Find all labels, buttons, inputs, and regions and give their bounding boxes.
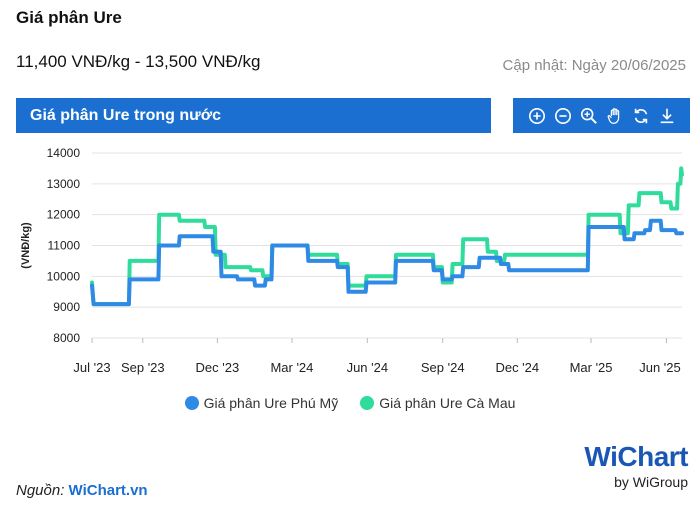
zoom-in-icon[interactable] (526, 103, 548, 129)
magnifier-icon[interactable] (578, 103, 600, 129)
x-tick-label: Sep '23 (121, 360, 165, 375)
x-tick-label: Jun '24 (347, 360, 389, 375)
x-tick-label: Dec '24 (495, 360, 539, 375)
series-line-ca-mau[interactable] (90, 166, 684, 307)
price-line-chart: 8000 9000 10000 11000 12000 13000 14000 Jul '2… (20, 146, 684, 375)
legend-item-phu-my[interactable]: Giá phân Ure Phú Mỹ (184, 395, 339, 411)
chart-panel-title: Giá phân Ure trong nước (16, 98, 491, 133)
legend-marker-ca-mau (360, 396, 375, 410)
legend-item-ca-mau[interactable]: Giá phân Ure Cà Mau (360, 395, 515, 411)
page-title: Giá phân Ure (16, 8, 122, 27)
x-tick-label: Mar '25 (570, 360, 613, 375)
chart-toolbar (513, 98, 690, 133)
series-line-phu-my[interactable] (90, 218, 684, 307)
chart-legend: Giá phân Ure Phú Mỹ Giá phân Ure Cà Mau (0, 395, 700, 411)
brand-subtitle: by WiGroup (614, 474, 688, 490)
y-axis-label: (VNĐ/kg) (20, 222, 32, 269)
chart-grid (92, 152, 682, 339)
y-tick-label: 12000 (47, 208, 81, 222)
legend-marker-phu-my (184, 396, 199, 410)
x-tick-label: Sep '24 (421, 360, 465, 375)
x-tick-label: Dec '23 (196, 360, 240, 375)
y-tick-label: 9000 (53, 300, 80, 314)
y-tick-label: 13000 (47, 177, 81, 191)
x-tick-label: Jul '23 (73, 360, 110, 375)
legend-label-phu-my: Giá phân Ure Phú Mỹ (203, 395, 339, 411)
source-label: Nguồn: (16, 482, 65, 499)
price-range: 11,400 VNĐ/kg - 13,500 VNĐ/kg (16, 52, 261, 71)
y-tick-label: 10000 (47, 269, 81, 283)
reset-icon[interactable] (630, 103, 652, 129)
x-tick-label: Mar '24 (270, 360, 313, 375)
brand-block: WiChart by WiGroup (584, 441, 688, 491)
update-date: Cập nhật: Ngày 20/06/2025 (502, 57, 686, 74)
y-tick-label: 14000 (47, 146, 81, 160)
x-tick-label: Jun '25 (639, 360, 681, 375)
y-tick-label: 8000 (53, 331, 80, 345)
source-note: Nguồn: WiChart.vn (16, 482, 148, 499)
y-axis-ticks: 8000 9000 10000 11000 12000 13000 14000 (47, 146, 81, 345)
wichart-logo: WiChart (584, 441, 688, 472)
zoom-out-icon[interactable] (552, 103, 574, 129)
source-link[interactable]: WiChart.vn (68, 482, 148, 499)
download-icon[interactable] (656, 103, 678, 129)
legend-label-ca-mau: Giá phân Ure Cà Mau (379, 395, 516, 411)
pan-hand-icon[interactable] (604, 103, 626, 129)
chart-series (90, 166, 684, 307)
y-tick-label: 11000 (48, 239, 81, 253)
x-axis-ticks: Jul '23 Sep '23 Dec '23 Mar '24 Jun '24 Sep '… (73, 338, 681, 375)
